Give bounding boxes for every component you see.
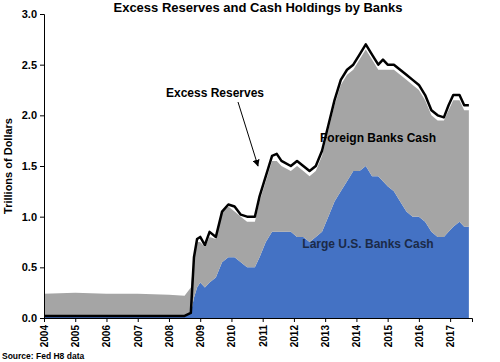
plot-area bbox=[44, 44, 469, 318]
series-label: Foreign Banks Cash bbox=[320, 131, 436, 145]
x-tick-mark bbox=[263, 318, 264, 322]
area bbox=[44, 49, 469, 316]
x-tick-label: 2015 bbox=[383, 325, 394, 348]
x-tick-label: 2010 bbox=[226, 325, 237, 348]
y-tick-label: 0.0 bbox=[22, 312, 37, 324]
annotation-arrow bbox=[238, 102, 258, 166]
x-tick: 2014 bbox=[351, 318, 362, 347]
x-tick-mark bbox=[450, 318, 451, 322]
x-axis-line bbox=[45, 319, 473, 323]
y-tick-label: 1.0 bbox=[22, 211, 37, 223]
y-tick-mark bbox=[40, 166, 44, 167]
x-tick-label: 2014 bbox=[351, 325, 362, 348]
y-tick-mark bbox=[40, 65, 44, 66]
y-tick-label: 1.5 bbox=[22, 160, 37, 172]
x-tick: 2016 bbox=[414, 318, 425, 347]
series-label: Excess Reserves bbox=[166, 86, 264, 100]
y-tick-label: 2.5 bbox=[22, 59, 37, 71]
y-tick-label: 2.0 bbox=[22, 109, 37, 121]
x-tick-label: 2017 bbox=[445, 325, 456, 348]
x-tick-label: 2006 bbox=[101, 325, 112, 348]
x-tick-mark bbox=[388, 318, 389, 322]
x-tick: 2012 bbox=[289, 318, 300, 347]
x-axis: 2004 2005 2006 2007 2008 2009 2010 2011 2012 2013… bbox=[39, 318, 473, 347]
x-tick: 2010 bbox=[226, 318, 237, 347]
x-tick-mark bbox=[325, 318, 326, 322]
y-tick: 1.5 bbox=[22, 160, 44, 172]
x-tick-mark bbox=[169, 318, 170, 322]
x-tick-label: 2008 bbox=[164, 325, 175, 348]
x-tick: 2013 bbox=[320, 318, 331, 347]
x-tick-mark bbox=[106, 318, 107, 322]
x-tick: 2017 bbox=[445, 318, 456, 347]
x-tick-mark bbox=[75, 318, 76, 322]
y-axis: 0.0 0.5 1.0 1.5 2.0 2.5 3.0 bbox=[22, 8, 45, 324]
y-axis-title: Trillions of Dollars bbox=[2, 118, 14, 214]
x-tick-mark bbox=[138, 318, 139, 322]
x-tick-label: 2005 bbox=[70, 325, 81, 348]
y-tick-mark bbox=[40, 14, 44, 15]
y-tick-label: 3.0 bbox=[22, 8, 37, 20]
chart: Excess Reserves and Cash Holdings by Ban… bbox=[0, 0, 500, 362]
x-tick: 2008 bbox=[164, 318, 175, 347]
y-tick: 0.0 bbox=[22, 312, 44, 324]
x-tick-mark bbox=[356, 318, 357, 322]
x-tick: 2015 bbox=[383, 318, 394, 347]
x-tick-label: 2016 bbox=[414, 325, 425, 348]
y-axis-line bbox=[40, 15, 45, 319]
y-tick: 0.5 bbox=[22, 261, 44, 273]
y-tick-label: 0.5 bbox=[22, 261, 37, 273]
y-tick-mark bbox=[40, 217, 44, 218]
y-tick-mark bbox=[40, 115, 44, 116]
y-tick: 2.0 bbox=[22, 109, 44, 121]
x-tick-label: 2009 bbox=[195, 325, 206, 348]
x-tick-label: 2013 bbox=[320, 325, 331, 348]
y-tick: 2.5 bbox=[22, 59, 44, 71]
x-tick-mark bbox=[294, 318, 295, 322]
y-tick-mark bbox=[40, 318, 44, 319]
x-tick: 2005 bbox=[70, 318, 81, 347]
x-tick-mark bbox=[231, 318, 232, 322]
line bbox=[44, 44, 469, 316]
x-tick-label: 2011 bbox=[258, 325, 269, 347]
x-tick: 2011 bbox=[258, 318, 269, 347]
y-tick: 1.0 bbox=[22, 211, 44, 223]
x-tick: 2009 bbox=[195, 318, 206, 347]
x-tick: 2006 bbox=[101, 318, 112, 347]
source: Source: Fed H8 data bbox=[2, 351, 84, 361]
y-tick-mark bbox=[40, 267, 44, 268]
x-tick-label: 2012 bbox=[289, 325, 300, 348]
y-tick: 3.0 bbox=[22, 8, 44, 20]
x-tick: 2004 bbox=[39, 318, 50, 347]
x-tick-label: 2004 bbox=[39, 325, 50, 348]
x-tick: 2007 bbox=[133, 318, 144, 347]
series-label: Large U.S. Banks Cash bbox=[302, 237, 433, 251]
x-tick-mark bbox=[419, 318, 420, 322]
x-tick-mark bbox=[44, 318, 45, 322]
title: Excess Reserves and Cash Holdings by Ban… bbox=[113, 0, 402, 15]
x-tick-label: 2007 bbox=[133, 325, 144, 348]
x-tick-mark bbox=[200, 318, 201, 322]
